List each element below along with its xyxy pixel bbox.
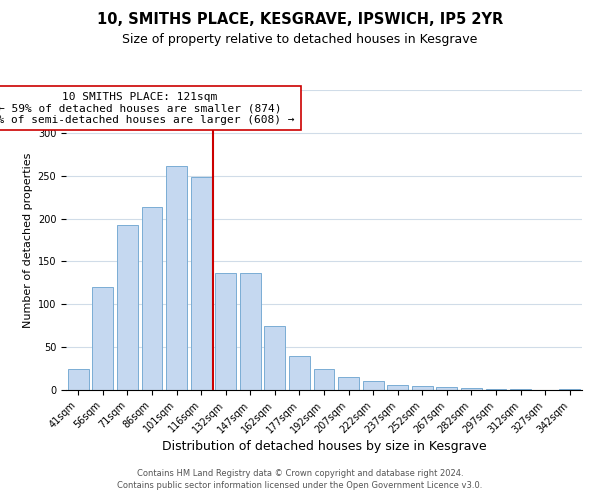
Bar <box>461 388 482 390</box>
Bar <box>387 385 408 390</box>
Y-axis label: Number of detached properties: Number of detached properties <box>23 152 34 328</box>
Bar <box>215 272 236 390</box>
Bar <box>240 274 261 390</box>
Bar <box>117 226 138 390</box>
Text: 10 SMITHS PLACE: 121sqm
← 59% of detached houses are smaller (874)
41% of semi-d: 10 SMITHS PLACE: 121sqm ← 59% of detache… <box>0 92 295 125</box>
Bar <box>142 206 163 390</box>
Bar <box>412 386 433 390</box>
Bar <box>92 287 113 390</box>
Bar <box>265 326 286 390</box>
Bar <box>362 382 383 390</box>
Bar <box>510 389 531 390</box>
X-axis label: Distribution of detached houses by size in Kesgrave: Distribution of detached houses by size … <box>161 440 487 454</box>
Bar <box>314 368 334 390</box>
Text: Size of property relative to detached houses in Kesgrave: Size of property relative to detached ho… <box>122 32 478 46</box>
Bar <box>191 178 212 390</box>
Text: 10, SMITHS PLACE, KESGRAVE, IPSWICH, IP5 2YR: 10, SMITHS PLACE, KESGRAVE, IPSWICH, IP5… <box>97 12 503 28</box>
Bar <box>68 370 89 390</box>
Bar <box>338 377 359 390</box>
Text: Contains public sector information licensed under the Open Government Licence v3: Contains public sector information licen… <box>118 481 482 490</box>
Text: Contains HM Land Registry data © Crown copyright and database right 2024.: Contains HM Land Registry data © Crown c… <box>137 468 463 477</box>
Bar <box>485 389 506 390</box>
Bar <box>559 389 580 390</box>
Bar <box>436 388 457 390</box>
Bar <box>289 356 310 390</box>
Bar <box>166 166 187 390</box>
